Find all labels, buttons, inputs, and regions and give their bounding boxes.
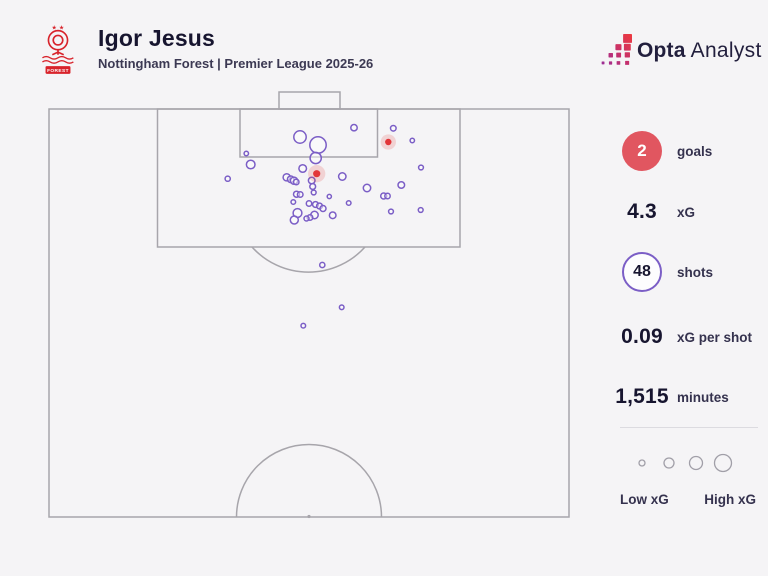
shot-marker [309,136,327,154]
shot-marker [384,192,391,200]
shot-marker [318,261,326,269]
penalty-arc [251,246,366,273]
page-title: Igor Jesus [98,25,216,51]
crest-banner-text: FOREST [47,68,69,74]
shot-marker [300,322,307,329]
shot-marker [224,175,232,183]
xg-size-legend [638,453,733,473]
centre-circle [235,443,383,518]
shots-label: shots [677,264,714,280]
xg-label: xG [677,204,696,220]
minutes-value: 1,515 [615,385,669,408]
goal-marker [385,138,392,146]
shot-marker [417,206,424,214]
crest-river-wave-2 [42,60,74,64]
shot-marker [309,151,323,165]
shot-marker [319,204,327,213]
shot-marker [389,124,397,132]
shot-marker [397,180,406,190]
legend-size-circle [663,457,675,469]
shots-value: 48 [633,263,651,280]
brand-name-light: Analyst [690,39,762,62]
shot-marker [282,172,292,182]
shot-marker [310,189,317,196]
club-crest-nottingham-forest: ★ ★ FOREST [42,24,74,74]
minutes-label: minutes [677,389,729,405]
centre-spot [307,514,311,519]
legend-size-circle [713,453,733,473]
legend-divider [620,427,758,428]
shot-marker [337,172,347,181]
shot-marker [409,137,416,144]
xg-per-shot-value: 0.09 [621,325,663,348]
shot-marker [309,182,317,191]
shot-marker [243,150,250,157]
goal-frame [278,91,341,110]
xg-per-shot-label: xG per shot [677,329,753,345]
stat-minutes: 1,515 minutes [615,377,766,417]
legend-low-label: Low xG [620,492,669,507]
legend-size-circle [688,455,704,471]
shot-marker [293,130,307,144]
shot-marker [289,215,300,225]
shot-marker [296,190,304,199]
shot-marker [345,199,352,207]
stat-goals: 2 goals [616,131,766,171]
crest-banner [45,66,71,74]
legend-size-circle [638,459,646,467]
header: ★ ★ FOREST Igor Jesus Nottingham Forest … [34,22,373,76]
stat-shots: 48 shots [616,252,766,292]
shot-markers [224,123,425,329]
stats-panel: 2 goals 4.3 xG 48 shots 0.09 xG per shot [610,0,768,576]
crest-tree-canopy-outer [47,29,69,51]
crest-tree-canopy-inner [52,34,64,46]
shot-marker [328,211,337,220]
shot-marker [298,163,308,174]
crest-tree-trunk [51,49,65,56]
shots-badge: 48 [622,252,662,292]
goals-label: goals [677,143,713,159]
opta-logo-icon [601,34,632,65]
goals-value: 2 [637,141,647,160]
goal-marker [313,170,321,178]
shot-marker [362,183,372,193]
page-subtitle: Nottingham Forest | Premier League 2025-… [98,56,374,72]
legend-labels: Low xG High xG [620,492,756,507]
opta-analyst-logo: Opta Analyst [598,31,762,71]
stat-xg: 4.3 xG [616,192,766,232]
shot-marker [303,215,310,222]
shot-marker [245,159,256,170]
shot-marker [387,208,395,215]
brand-name-bold: Opta [637,39,686,62]
shot-marker [305,200,313,207]
title-block: Igor Jesus Nottingham Forest | Premier L… [98,22,373,71]
shot-marker [292,178,300,186]
goals-badge: 2 [622,131,662,171]
stat-xg-per-shot: 0.09 xG per shot [616,317,766,357]
shot-marker [338,304,345,311]
shot-marker [350,123,358,132]
six-yard-box [239,108,379,158]
shot-marker [326,193,333,200]
xg-value: 4.3 [627,200,657,223]
legend-high-label: High xG [704,492,756,507]
crest-stars: ★ ★ [52,24,65,31]
crest-river-wave-1 [42,55,74,60]
shot-marker [290,198,297,206]
shot-marker [417,164,425,171]
